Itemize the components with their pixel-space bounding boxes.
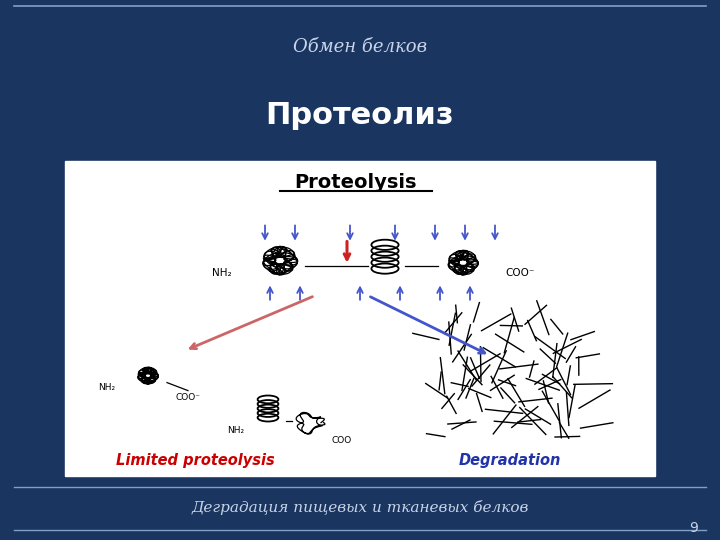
Text: NH₂: NH₂ — [228, 426, 245, 435]
Text: Деградация пищевых и тканевых белков: Деградация пищевых и тканевых белков — [192, 500, 528, 515]
Text: Limited proteolysis: Limited proteolysis — [116, 453, 274, 468]
Bar — [65, 160, 655, 476]
Text: COO: COO — [332, 436, 352, 445]
Text: COO⁻: COO⁻ — [505, 268, 535, 278]
Text: Обмен белков: Обмен белков — [293, 38, 427, 56]
Text: COO⁻: COO⁻ — [176, 393, 200, 402]
Text: NH₂: NH₂ — [99, 383, 116, 392]
Text: Degradation: Degradation — [459, 453, 561, 468]
Text: 9: 9 — [690, 521, 698, 535]
Text: Proteolysis: Proteolysis — [294, 173, 416, 192]
Text: Протеолиз: Протеолиз — [266, 101, 454, 130]
Text: NH₂: NH₂ — [212, 268, 232, 278]
